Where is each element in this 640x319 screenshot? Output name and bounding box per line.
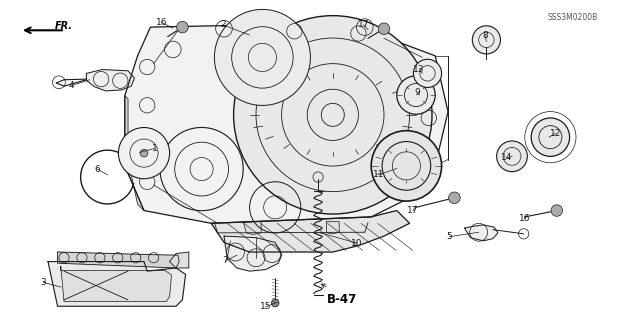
- Text: 17: 17: [358, 20, 369, 29]
- Text: SSS3M0200B: SSS3M0200B: [548, 13, 598, 22]
- Polygon shape: [170, 252, 189, 268]
- Circle shape: [140, 149, 148, 157]
- Circle shape: [378, 23, 390, 34]
- Text: 9: 9: [415, 88, 420, 97]
- Text: 13: 13: [413, 65, 425, 74]
- Text: 14: 14: [501, 153, 513, 162]
- Circle shape: [472, 26, 500, 54]
- Circle shape: [397, 76, 435, 114]
- Text: 1: 1: [152, 144, 157, 153]
- Polygon shape: [224, 236, 282, 271]
- Text: 15: 15: [260, 302, 271, 311]
- Circle shape: [497, 141, 527, 172]
- Polygon shape: [326, 222, 339, 234]
- Circle shape: [271, 299, 279, 307]
- Text: 12: 12: [550, 129, 561, 138]
- Polygon shape: [243, 222, 261, 234]
- Polygon shape: [211, 211, 410, 252]
- Polygon shape: [48, 262, 186, 306]
- Polygon shape: [58, 252, 179, 268]
- Circle shape: [413, 59, 442, 87]
- Text: 2: 2: [220, 20, 225, 29]
- Circle shape: [214, 10, 310, 105]
- Text: 11: 11: [373, 170, 385, 179]
- Polygon shape: [61, 266, 172, 301]
- Circle shape: [177, 21, 188, 33]
- Text: 16: 16: [519, 214, 531, 223]
- Polygon shape: [86, 70, 134, 91]
- Circle shape: [234, 16, 432, 214]
- Circle shape: [531, 118, 570, 156]
- Text: 10: 10: [351, 239, 363, 248]
- Text: 17: 17: [407, 206, 419, 215]
- Circle shape: [449, 192, 460, 204]
- Polygon shape: [125, 96, 144, 211]
- Text: 8: 8: [483, 31, 488, 40]
- Text: 3: 3: [41, 278, 46, 287]
- Polygon shape: [125, 24, 448, 223]
- Text: B-47: B-47: [326, 293, 356, 306]
- Text: 6: 6: [95, 165, 100, 174]
- Polygon shape: [465, 225, 498, 241]
- Text: 4: 4: [69, 81, 74, 90]
- Circle shape: [551, 205, 563, 216]
- Text: 16: 16: [156, 18, 167, 27]
- Text: 7: 7: [223, 256, 228, 265]
- Circle shape: [118, 128, 170, 179]
- Circle shape: [371, 131, 442, 201]
- Text: 5: 5: [447, 232, 452, 241]
- Text: FR.: FR.: [55, 20, 73, 31]
